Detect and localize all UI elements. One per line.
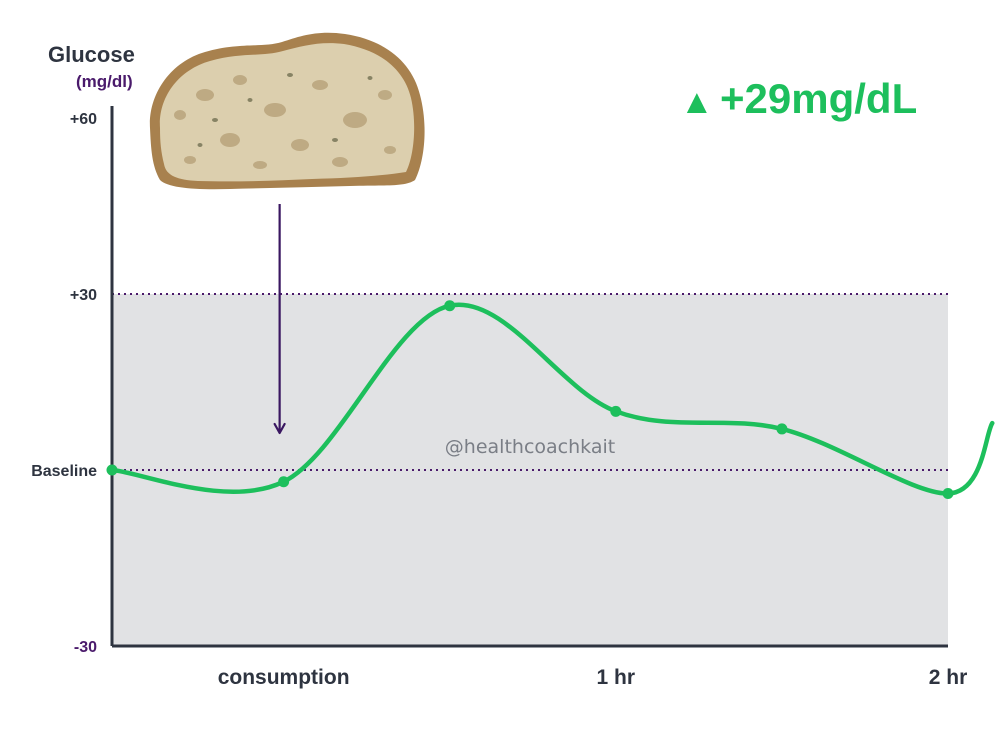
y-tick-label: +30	[70, 287, 97, 304]
delta-value: +29mg/dL	[720, 75, 917, 122]
y-axis-unit: (mg/dl)	[76, 72, 133, 91]
delta-up-triangle-icon: ▲	[680, 83, 714, 121]
bread-seeds	[197, 73, 373, 147]
bread-holes	[174, 75, 396, 169]
bread-crumb	[159, 43, 415, 182]
glucose-series-points	[106, 300, 954, 499]
x-tick-label: 2 hr	[929, 666, 968, 689]
bread-slice-image	[149, 32, 425, 190]
x-tick-label: consumption	[218, 666, 350, 689]
data-point	[776, 423, 788, 435]
data-point	[610, 405, 622, 417]
y-tick-label: +60	[70, 111, 97, 128]
glucose-delta-annotation: ▲ +29mg/dL	[680, 75, 917, 122]
y-tick-label: Baseline	[31, 463, 97, 480]
x-tick-label: 1 hr	[597, 666, 636, 689]
data-point	[444, 300, 456, 312]
data-point	[942, 487, 954, 499]
y-axis-title: Glucose	[48, 42, 135, 67]
consumption-arrow	[273, 204, 286, 435]
arrow-head	[273, 422, 286, 435]
watermark-text: @healthcoachkait	[445, 436, 615, 458]
y-tick-label: -30	[74, 639, 97, 656]
data-point	[106, 464, 118, 476]
data-point	[278, 476, 290, 488]
